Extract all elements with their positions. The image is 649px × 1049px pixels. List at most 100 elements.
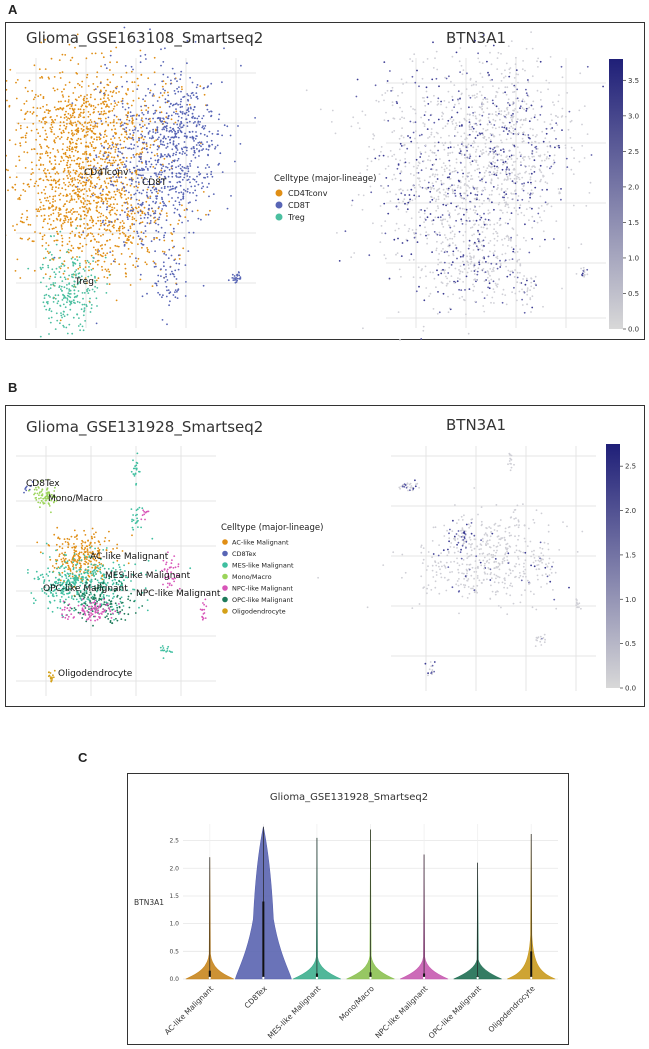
cell-cd8t	[95, 156, 98, 159]
expr-cell-a	[368, 254, 371, 257]
cell-cd4tconv	[56, 115, 58, 117]
cell-cd4tconv	[118, 237, 120, 239]
expr-cell-a	[478, 61, 481, 63]
expr-cell-a	[516, 251, 519, 253]
expr-cell-a	[357, 193, 360, 196]
cell-cd8t	[160, 120, 163, 123]
cell-cd8t	[235, 277, 238, 279]
cell-cd4tconv	[8, 139, 11, 142]
expr-cell-a	[468, 180, 470, 183]
cell-cd8t	[177, 115, 180, 118]
cell-cd4tconv	[169, 223, 172, 226]
expr-cell-a	[492, 171, 495, 174]
cell-cd4tconv	[64, 84, 67, 86]
cell-mono-macro	[54, 496, 57, 498]
expr-cell-a	[509, 270, 512, 273]
umap-title-a: Glioma_GSE163108_Smartseq2	[26, 29, 263, 48]
cell-cd8t	[177, 268, 180, 271]
expr-cell-a	[570, 146, 573, 149]
cell-cd4tconv	[114, 258, 116, 261]
cell-cd4tconv	[68, 149, 71, 152]
cell-treg	[45, 308, 48, 311]
cell-cd8t	[175, 283, 178, 286]
cell-cd4tconv	[114, 131, 116, 134]
expr-cell-a	[451, 237, 454, 240]
cell-cd4tconv	[120, 76, 123, 78]
expr-cell-a	[431, 78, 434, 81]
cell-cd8t	[176, 297, 179, 299]
cell-cd8t	[193, 140, 195, 142]
expr-cell-a	[436, 205, 439, 208]
cell-cd4tconv	[44, 116, 47, 119]
cell-cd8t	[173, 230, 175, 233]
expr-cell-a	[588, 192, 591, 194]
expr-cell-a	[493, 155, 496, 158]
cell-treg	[65, 326, 68, 329]
expr-cell-a	[385, 177, 388, 179]
expr-cell-a	[467, 247, 470, 250]
cell-cd4tconv	[132, 134, 134, 137]
cell-ac-like	[105, 549, 108, 552]
cell-treg	[74, 258, 76, 260]
cell-cd8t	[190, 97, 193, 99]
cell-cd8t	[149, 165, 152, 168]
cell-cd4tconv	[71, 104, 73, 106]
expr-cell-a	[528, 165, 530, 167]
cell-cd4tconv	[50, 223, 52, 226]
cell-cd4tconv	[80, 189, 82, 192]
cell-cd4tconv	[74, 121, 77, 124]
cell-cd8t	[155, 265, 157, 268]
cell-cd8t	[181, 178, 184, 181]
cell-cd4tconv	[90, 136, 93, 138]
expr-cell-a	[474, 197, 476, 200]
expr-cell-a	[509, 238, 512, 241]
cell-cd8t	[103, 224, 106, 226]
cell-treg	[87, 287, 89, 290]
cell-cd8t	[171, 270, 173, 273]
cell-cd4tconv	[79, 207, 81, 209]
expr-cell-a	[387, 185, 390, 187]
cell-cd4tconv	[103, 86, 106, 89]
cell-cd4tconv	[49, 175, 52, 178]
cell-cd4tconv	[120, 161, 122, 164]
expr-cell-a	[446, 122, 449, 125]
cell-cd8t	[154, 202, 157, 205]
cell-cd8t	[221, 81, 223, 84]
cell-cd8t	[136, 165, 139, 168]
cell-cd8t	[161, 191, 164, 193]
expr-cell-a	[410, 217, 413, 220]
expr-cell-a	[516, 175, 518, 178]
cell-cd4tconv	[76, 225, 79, 227]
expr-cell-a	[330, 121, 333, 123]
cell-cd4tconv	[99, 215, 102, 218]
expr-cell-a	[451, 261, 454, 264]
cell-cd4tconv	[63, 168, 66, 170]
expr-cell-a	[487, 116, 490, 119]
cell-cd4tconv	[48, 77, 50, 80]
expr-cell-a	[529, 298, 532, 301]
expr-cell-a	[472, 127, 475, 130]
cell-cd4tconv	[131, 218, 134, 221]
expr-cell-a	[386, 89, 389, 92]
cell-cd8tex	[25, 489, 28, 492]
cell-cd8t	[158, 171, 161, 174]
cell-cd8t	[130, 196, 133, 199]
cell-cd4tconv	[143, 124, 146, 126]
cell-treg	[93, 290, 96, 293]
cell-cd8t	[162, 200, 164, 203]
cell-treg	[96, 305, 98, 307]
cell-cd8t	[188, 231, 191, 234]
cell-cd4tconv	[121, 209, 123, 212]
cell-cd8t	[171, 175, 174, 178]
cell-cd8t	[191, 91, 194, 94]
cell-treg	[62, 293, 64, 296]
cell-cd8t	[196, 175, 198, 178]
expr-cell-a	[431, 251, 433, 254]
cell-cd8t	[134, 127, 137, 129]
cell-cd8t	[171, 104, 174, 107]
expr-cell-a	[479, 90, 481, 93]
expr-cell-a	[553, 104, 555, 106]
expr-cell-a	[470, 256, 473, 259]
expr-cell-a	[530, 183, 533, 185]
cell-cd8t	[191, 130, 194, 133]
